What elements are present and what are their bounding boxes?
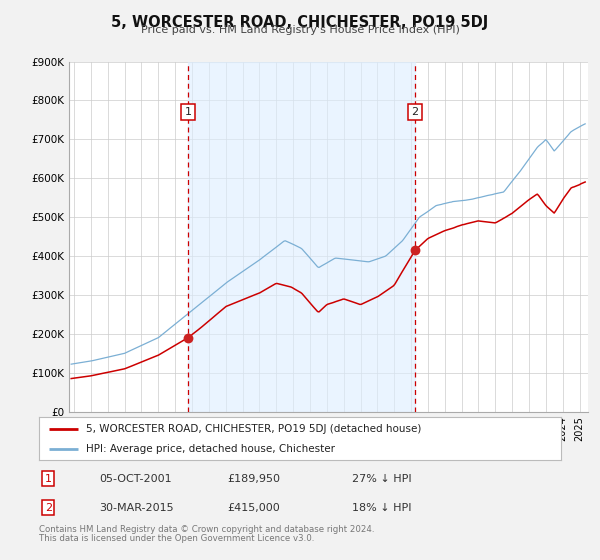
Text: HPI: Average price, detached house, Chichester: HPI: Average price, detached house, Chic… <box>86 444 335 454</box>
Text: £189,950: £189,950 <box>227 474 280 483</box>
Text: 1: 1 <box>45 474 52 483</box>
Point <box>183 333 193 342</box>
Text: 18% ↓ HPI: 18% ↓ HPI <box>352 503 412 512</box>
Text: 2: 2 <box>412 108 419 118</box>
Text: £415,000: £415,000 <box>227 503 280 512</box>
Text: Price paid vs. HM Land Registry's House Price Index (HPI): Price paid vs. HM Land Registry's House … <box>140 25 460 35</box>
Text: 30-MAR-2015: 30-MAR-2015 <box>99 503 173 512</box>
Text: This data is licensed under the Open Government Licence v3.0.: This data is licensed under the Open Gov… <box>39 534 314 543</box>
Point <box>410 246 420 255</box>
Bar <box>188 62 415 412</box>
Text: 2: 2 <box>45 503 52 512</box>
Text: 5, WORCESTER ROAD, CHICHESTER, PO19 5DJ: 5, WORCESTER ROAD, CHICHESTER, PO19 5DJ <box>112 15 488 30</box>
Text: 5, WORCESTER ROAD, CHICHESTER, PO19 5DJ (detached house): 5, WORCESTER ROAD, CHICHESTER, PO19 5DJ … <box>86 424 421 434</box>
Text: 27% ↓ HPI: 27% ↓ HPI <box>352 474 412 483</box>
Text: Contains HM Land Registry data © Crown copyright and database right 2024.: Contains HM Land Registry data © Crown c… <box>39 525 374 534</box>
Text: 05-OCT-2001: 05-OCT-2001 <box>99 474 172 483</box>
Text: 1: 1 <box>184 108 191 118</box>
